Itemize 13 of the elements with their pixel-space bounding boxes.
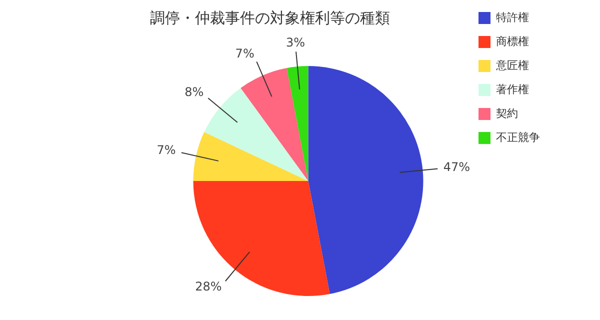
legend-label: 著作権 xyxy=(496,82,529,96)
data-label: 8% xyxy=(184,85,204,100)
data-label: 3% xyxy=(286,36,306,50)
data-label: 28% xyxy=(195,279,222,294)
data-label: 47% xyxy=(443,160,470,174)
legend-label: 特許権 xyxy=(496,10,529,24)
legend-label: 商標権 xyxy=(496,34,529,48)
chart-title: 調停・仲裁事件の対象権利等の種類 xyxy=(150,8,390,27)
legend-label: 意匠権 xyxy=(495,58,529,72)
legend-label: 不正競争 xyxy=(496,130,540,144)
legend-label: 契約 xyxy=(496,106,518,120)
data-label: 7% xyxy=(235,46,254,60)
data-label: 7% xyxy=(156,143,176,158)
